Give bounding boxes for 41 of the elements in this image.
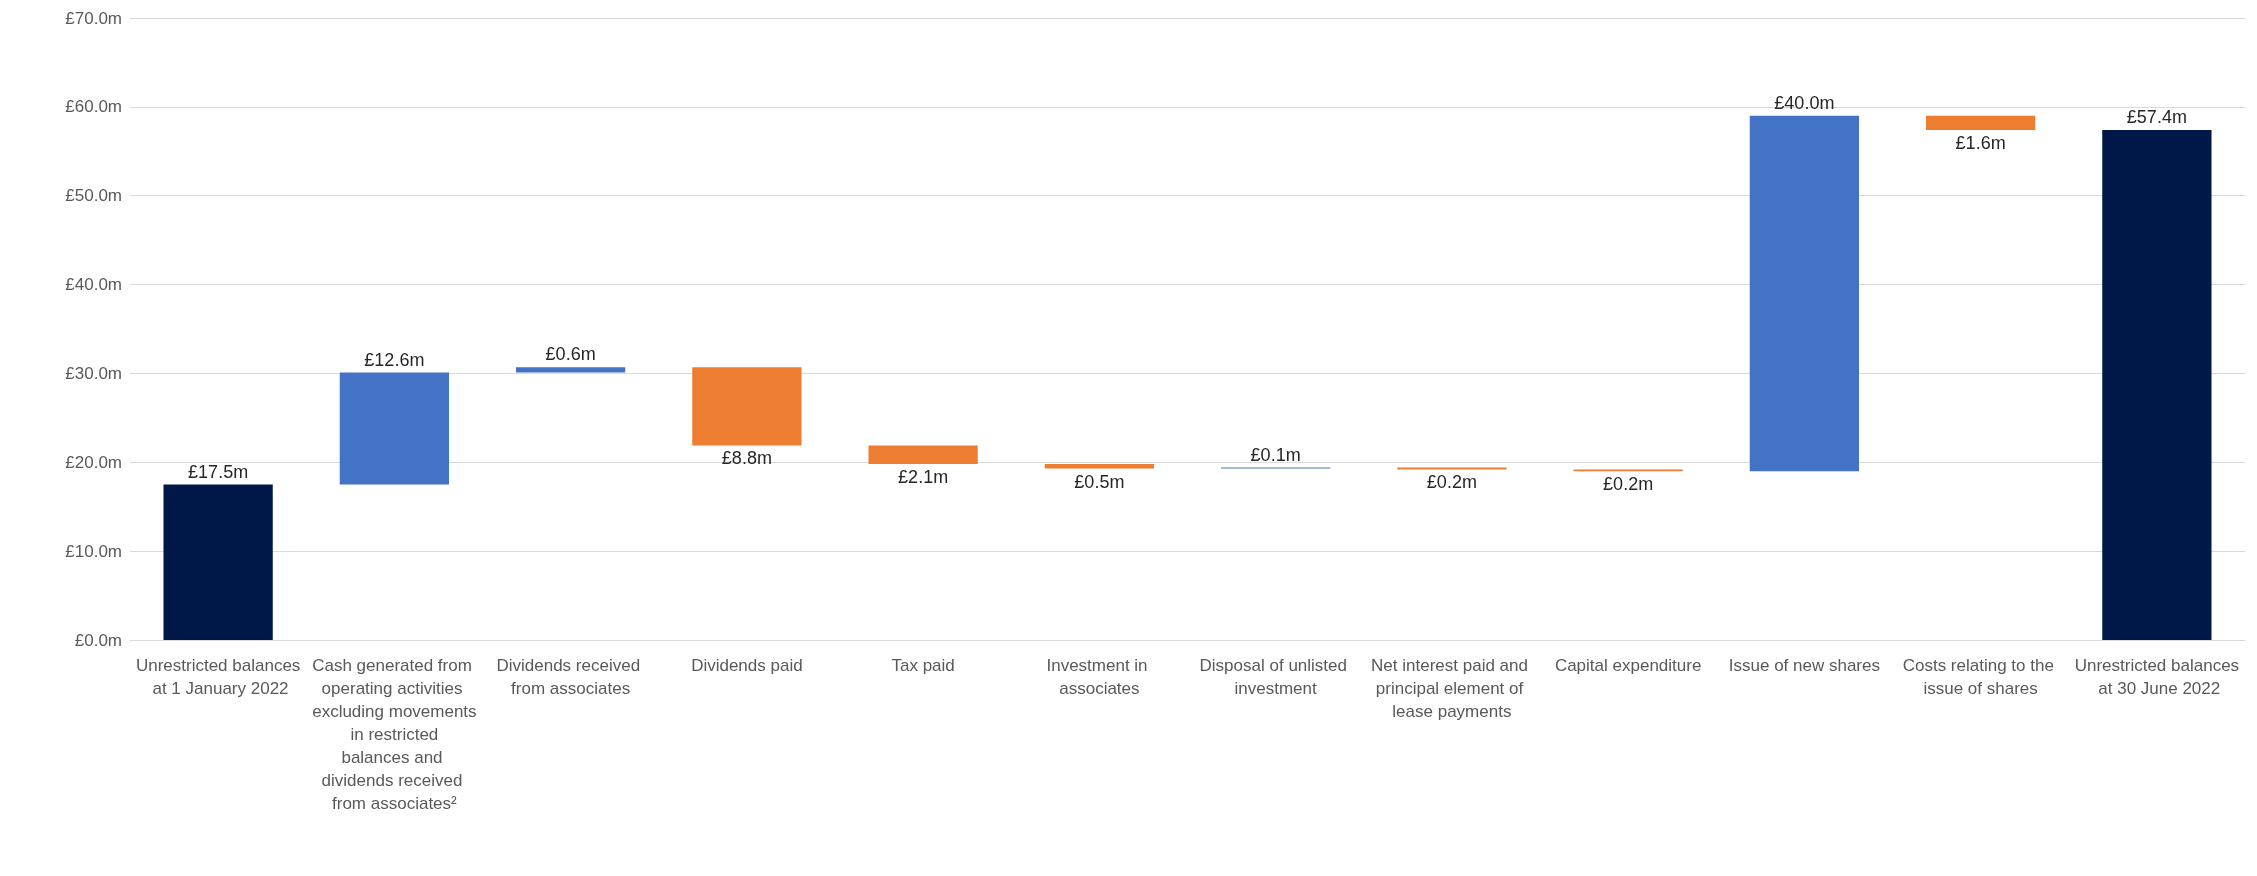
data-label: £0.6m (545, 344, 596, 365)
x-tick-label: Dividends paid (691, 656, 803, 675)
data-label: £12.6m (364, 349, 425, 370)
y-tick-label: £0.0m (74, 630, 122, 650)
x-tick-label: Issue of new shares (1728, 656, 1880, 675)
data-label: £2.1m (898, 467, 949, 488)
x-tick-label: Capital expenditure (1554, 656, 1702, 675)
data-label: £0.5m (1074, 471, 1125, 492)
data-label: £57.4m (2126, 106, 2187, 127)
x-tick-label: Investment in associates (1046, 656, 1153, 698)
bar (2102, 129, 2212, 640)
x-tick-label: Net interest paid and principal element of lease payments (1371, 656, 1533, 721)
data-label: £0.2m (1603, 474, 1654, 495)
data-label: £17.5m (188, 461, 249, 482)
y-tick-label: £10.0m (65, 541, 122, 561)
x-tick-label: Cash generated from operating activities excluding movements in restricted balances and dividends received from associates² (312, 656, 477, 813)
bar (1044, 464, 1155, 469)
x-tick-label: Dividends received from associates (496, 656, 645, 698)
x-tick-label: Costs relating to the issue of shares (1902, 656, 2059, 698)
data-label: £40.0m (1774, 92, 1835, 113)
data-label: £0.1m (1250, 444, 1301, 465)
x-tick-label: Tax paid (891, 656, 955, 675)
y-tick-label: £20.0m (65, 452, 122, 472)
bar (868, 445, 978, 465)
y-tick-label: £30.0m (65, 363, 122, 383)
bar (339, 372, 450, 485)
y-tick-label: £60.0m (65, 97, 122, 117)
bar (1925, 115, 2036, 130)
x-tick-label: Disposal of unlisted investment (1199, 656, 1352, 698)
bar (692, 367, 802, 446)
bar (1749, 115, 1860, 472)
data-label: £8.8m (721, 448, 772, 469)
y-tick-label: £40.0m (65, 275, 122, 295)
bar (163, 484, 273, 640)
x-tick-label: Unrestricted balances at 30 June 2022 (2074, 656, 2240, 698)
x-tick-label: Unrestricted balances at 1 January 2022 (135, 656, 301, 698)
data-label: £1.6m (1955, 132, 2006, 153)
y-tick-label: £50.0m (65, 186, 122, 206)
bar (515, 367, 626, 373)
y-tick-label: £70.0m (65, 8, 122, 28)
data-label: £0.2m (1426, 472, 1477, 493)
